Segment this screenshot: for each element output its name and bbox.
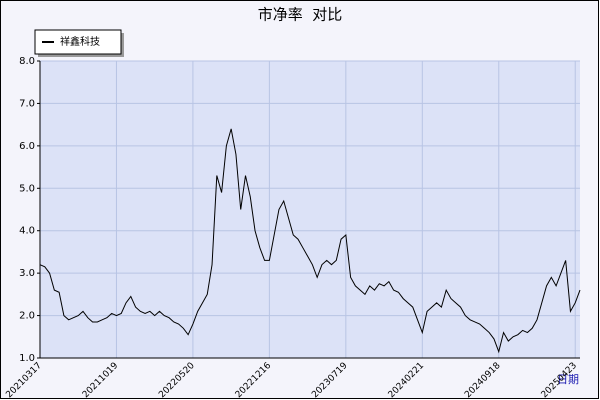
y-tick-label: 3.0	[19, 268, 35, 279]
x-axis-label: 日期	[557, 373, 579, 386]
y-tick-label: 1.0	[19, 353, 35, 364]
y-tick-label: 4.0	[19, 226, 35, 237]
legend-label: 祥鑫科技	[60, 35, 100, 48]
plot-area	[40, 61, 580, 358]
y-tick-label: 7.0	[19, 98, 35, 109]
y-tick-label: 8.0	[19, 56, 35, 67]
chart-title: 市净率 对比	[258, 6, 343, 24]
y-tick-label: 2.0	[19, 311, 35, 322]
series-line	[39, 128, 581, 354]
y-tick-label: 6.0	[19, 141, 35, 152]
y-tick-label: 5.0	[19, 183, 35, 194]
